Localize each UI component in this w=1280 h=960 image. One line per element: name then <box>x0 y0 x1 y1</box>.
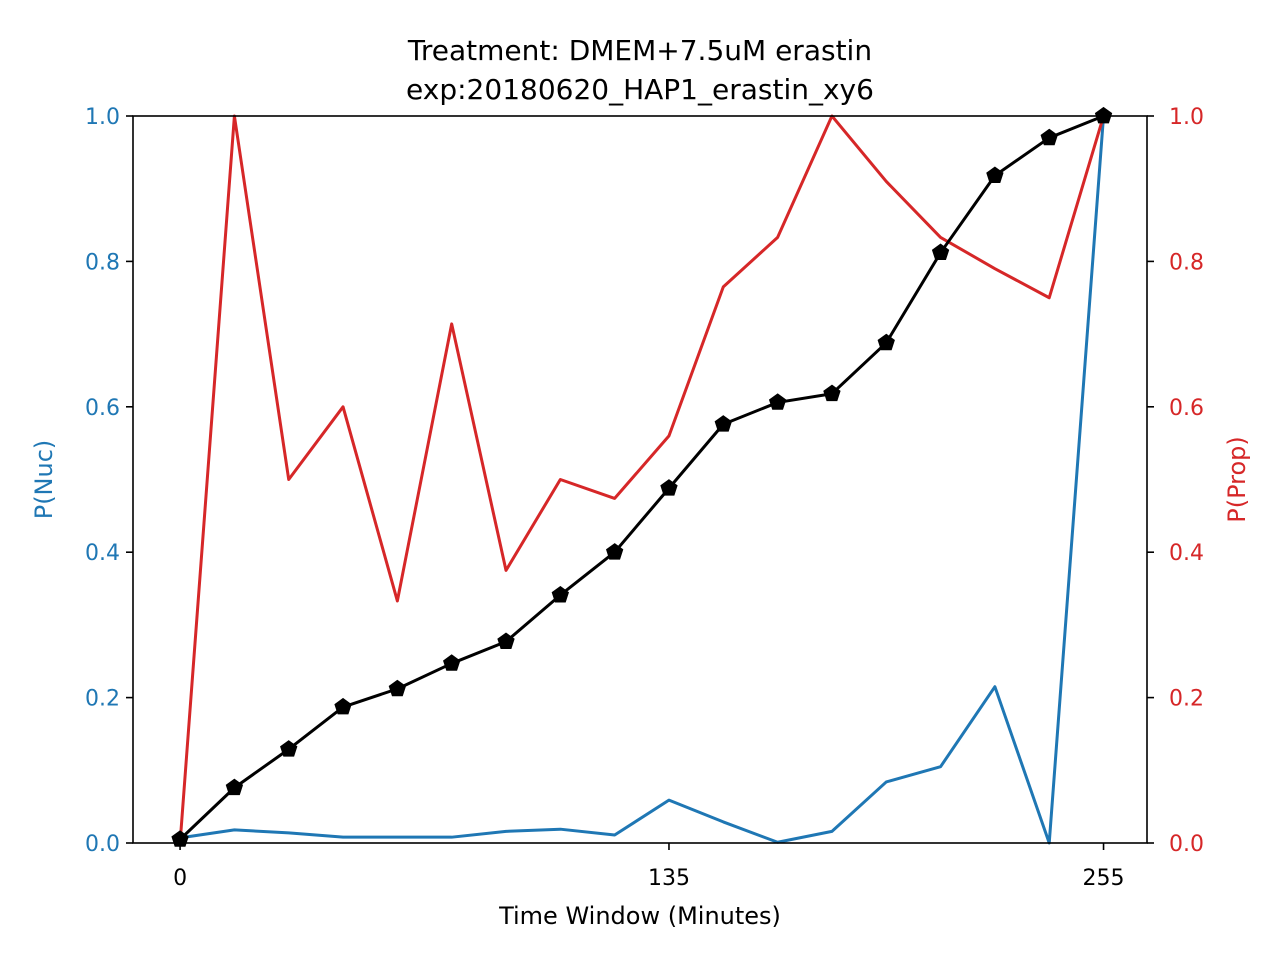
series-2-point <box>931 243 950 261</box>
x-axis-label: Time Window (Minutes) <box>498 902 781 930</box>
series-2-point <box>443 654 461 671</box>
x-tick-label: 255 <box>1083 866 1125 891</box>
series-2-point <box>334 697 352 715</box>
series-0-line <box>179 115 1106 845</box>
left-y-tick-label: 1.0 <box>85 105 120 130</box>
right-y-tick-label: 0.0 <box>1169 832 1204 857</box>
series-2-point <box>388 679 407 697</box>
series-2-point <box>660 479 678 496</box>
chart-title-line1: Treatment: DMEM+7.5uM erastin <box>407 34 872 67</box>
left-y-axis: 0.0 0.2 0.4 0.6 0.8 1.0 <box>85 105 133 857</box>
right-y-tick-label: 1.0 <box>1169 105 1204 130</box>
x-axis: 0 135 255 <box>173 843 1125 891</box>
series-2-point <box>877 333 895 351</box>
series-2-point <box>714 415 732 432</box>
series-2-point <box>497 632 515 649</box>
x-tick-label: 0 <box>173 866 187 891</box>
left-y-tick-label: 0.0 <box>85 832 120 857</box>
series-2-point <box>1040 128 1058 146</box>
series-2-point <box>605 543 624 560</box>
axes-frame <box>132 115 1148 844</box>
left-y-tick-label: 0.4 <box>85 541 120 566</box>
right-y-axis-label: P(Prop) <box>1223 436 1251 523</box>
chart-title-line2: exp:20180620_HAP1_erastin_xy6 <box>406 73 874 106</box>
series-2-group <box>171 106 1113 847</box>
series-1-line <box>178 114 1105 844</box>
series-2-point <box>768 393 787 410</box>
x-tick-label: 135 <box>648 866 690 891</box>
right-y-tick-label: 0.2 <box>1169 687 1204 712</box>
right-y-tick-label: 0.4 <box>1169 541 1204 566</box>
series-0-group <box>179 115 1106 845</box>
right-y-tick-label: 0.6 <box>1169 396 1204 421</box>
series-2-point <box>280 740 298 757</box>
plot-area <box>171 106 1113 847</box>
series-1-group <box>178 114 1105 844</box>
right-y-axis: 0.0 0.2 0.4 0.6 0.8 1.0 <box>1147 105 1204 857</box>
left-y-tick-label: 0.8 <box>85 250 120 275</box>
left-y-tick-label: 0.2 <box>85 687 120 712</box>
left-y-tick-label: 0.6 <box>85 396 120 421</box>
series-2-point <box>225 778 244 796</box>
series-2-point <box>1094 106 1113 124</box>
series-2-point <box>551 585 569 603</box>
left-y-axis-label: P(Nuc) <box>30 440 58 520</box>
series-2-line <box>179 114 1105 841</box>
series-2-point <box>986 166 1004 183</box>
right-y-tick-label: 0.8 <box>1169 250 1204 275</box>
series-2-point <box>823 384 841 402</box>
